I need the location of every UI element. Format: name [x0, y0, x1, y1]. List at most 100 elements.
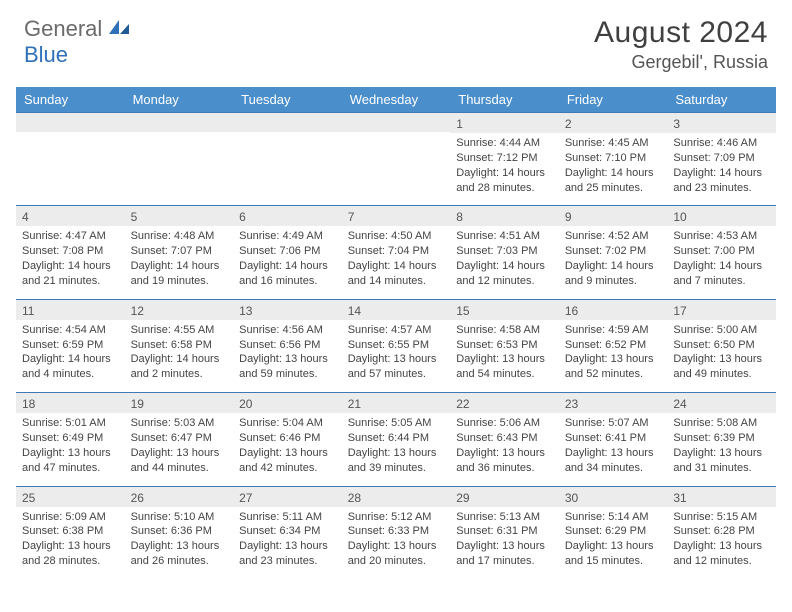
day-details: Sunrise: 4:44 AMSunset: 7:12 PMDaylight:…	[450, 133, 559, 205]
day-number: 14	[342, 299, 451, 320]
day-cell-num: 14	[342, 299, 451, 320]
day-cell-num: 22	[450, 392, 559, 413]
day-number: 25	[16, 486, 125, 507]
day-cell-body: Sunrise: 5:09 AMSunset: 6:38 PMDaylight:…	[16, 507, 125, 579]
day-cell-body: Sunrise: 5:06 AMSunset: 6:43 PMDaylight:…	[450, 413, 559, 485]
day-cell-num: 6	[233, 205, 342, 226]
day-number	[16, 112, 125, 132]
day-cell-num: 3	[667, 112, 776, 133]
day-details: Sunrise: 4:54 AMSunset: 6:59 PMDaylight:…	[16, 320, 125, 392]
day-number	[125, 112, 234, 132]
day-cell-body: Sunrise: 4:57 AMSunset: 6:55 PMDaylight:…	[342, 320, 451, 392]
day-cell-num	[125, 112, 234, 133]
dow-wed: Wednesday	[342, 87, 451, 112]
day-number: 27	[233, 486, 342, 507]
day-details: Sunrise: 5:07 AMSunset: 6:41 PMDaylight:…	[559, 413, 668, 485]
day-details: Sunrise: 5:08 AMSunset: 6:39 PMDaylight:…	[667, 413, 776, 485]
day-number: 23	[559, 392, 668, 413]
dow-sat: Saturday	[667, 87, 776, 112]
dow-sun: Sunday	[16, 87, 125, 112]
dow-row: Sunday Monday Tuesday Wednesday Thursday…	[16, 87, 776, 112]
page-header: General Blue August 2024 Gergebil', Russ…	[0, 0, 792, 81]
day-cell-body: Sunrise: 5:04 AMSunset: 6:46 PMDaylight:…	[233, 413, 342, 485]
day-cell-num: 18	[16, 392, 125, 413]
day-details: Sunrise: 4:53 AMSunset: 7:00 PMDaylight:…	[667, 226, 776, 298]
month-title: August 2024	[594, 16, 768, 50]
day-details: Sunrise: 5:10 AMSunset: 6:36 PMDaylight:…	[125, 507, 234, 579]
day-cell-body: Sunrise: 4:45 AMSunset: 7:10 PMDaylight:…	[559, 133, 668, 205]
day-cell-num: 20	[233, 392, 342, 413]
day-cell-num: 25	[16, 486, 125, 507]
day-cell-num	[16, 112, 125, 133]
day-details: Sunrise: 4:59 AMSunset: 6:52 PMDaylight:…	[559, 320, 668, 392]
day-details: Sunrise: 5:12 AMSunset: 6:33 PMDaylight:…	[342, 507, 451, 579]
day-number: 4	[16, 205, 125, 226]
day-details: Sunrise: 4:47 AMSunset: 7:08 PMDaylight:…	[16, 226, 125, 298]
week-numrow: 123	[16, 112, 776, 133]
day-number: 13	[233, 299, 342, 320]
day-cell-num: 11	[16, 299, 125, 320]
day-cell-body: Sunrise: 5:11 AMSunset: 6:34 PMDaylight:…	[233, 507, 342, 579]
day-cell-num: 9	[559, 205, 668, 226]
day-cell-body: Sunrise: 5:03 AMSunset: 6:47 PMDaylight:…	[125, 413, 234, 485]
brand-word2: Blue	[24, 42, 68, 67]
day-number: 28	[342, 486, 451, 507]
day-cell-num: 13	[233, 299, 342, 320]
day-cell-num	[233, 112, 342, 133]
location-text: Gergebil', Russia	[594, 52, 768, 73]
day-details: Sunrise: 5:00 AMSunset: 6:50 PMDaylight:…	[667, 320, 776, 392]
day-number: 22	[450, 392, 559, 413]
day-number: 26	[125, 486, 234, 507]
week-bodyrow: Sunrise: 5:09 AMSunset: 6:38 PMDaylight:…	[16, 507, 776, 579]
day-details	[233, 133, 342, 191]
day-cell-body: Sunrise: 4:44 AMSunset: 7:12 PMDaylight:…	[450, 133, 559, 205]
day-details: Sunrise: 4:48 AMSunset: 7:07 PMDaylight:…	[125, 226, 234, 298]
day-details: Sunrise: 5:13 AMSunset: 6:31 PMDaylight:…	[450, 507, 559, 579]
day-number: 10	[667, 205, 776, 226]
day-details: Sunrise: 4:49 AMSunset: 7:06 PMDaylight:…	[233, 226, 342, 298]
day-cell-body: Sunrise: 5:07 AMSunset: 6:41 PMDaylight:…	[559, 413, 668, 485]
day-details: Sunrise: 4:46 AMSunset: 7:09 PMDaylight:…	[667, 133, 776, 205]
day-cell-body	[125, 133, 234, 205]
day-number: 18	[16, 392, 125, 413]
day-details: Sunrise: 4:58 AMSunset: 6:53 PMDaylight:…	[450, 320, 559, 392]
day-cell-body: Sunrise: 4:53 AMSunset: 7:00 PMDaylight:…	[667, 226, 776, 298]
day-cell-body: Sunrise: 5:00 AMSunset: 6:50 PMDaylight:…	[667, 320, 776, 392]
day-details: Sunrise: 5:06 AMSunset: 6:43 PMDaylight:…	[450, 413, 559, 485]
day-cell-num: 31	[667, 486, 776, 507]
day-number: 5	[125, 205, 234, 226]
day-cell-num: 4	[16, 205, 125, 226]
day-cell-num: 1	[450, 112, 559, 133]
day-number: 31	[667, 486, 776, 507]
week-bodyrow: Sunrise: 5:01 AMSunset: 6:49 PMDaylight:…	[16, 413, 776, 485]
day-details	[16, 133, 125, 191]
dow-tue: Tuesday	[233, 87, 342, 112]
day-number: 19	[125, 392, 234, 413]
day-cell-num: 23	[559, 392, 668, 413]
day-cell-num: 10	[667, 205, 776, 226]
day-number: 11	[16, 299, 125, 320]
day-cell-num: 7	[342, 205, 451, 226]
day-cell-body: Sunrise: 4:59 AMSunset: 6:52 PMDaylight:…	[559, 320, 668, 392]
day-cell-body: Sunrise: 5:08 AMSunset: 6:39 PMDaylight:…	[667, 413, 776, 485]
brand-logo: General Blue	[24, 16, 131, 68]
day-cell-body: Sunrise: 5:14 AMSunset: 6:29 PMDaylight:…	[559, 507, 668, 579]
sail-icon	[109, 18, 131, 41]
week-bodyrow: Sunrise: 4:54 AMSunset: 6:59 PMDaylight:…	[16, 320, 776, 392]
day-number: 15	[450, 299, 559, 320]
day-details: Sunrise: 5:03 AMSunset: 6:47 PMDaylight:…	[125, 413, 234, 485]
day-number: 16	[559, 299, 668, 320]
day-number: 2	[559, 112, 668, 133]
week-numrow: 18192021222324	[16, 392, 776, 413]
calendar-body: 123Sunrise: 4:44 AMSunset: 7:12 PMDaylig…	[16, 112, 776, 579]
day-number: 9	[559, 205, 668, 226]
day-number: 7	[342, 205, 451, 226]
dow-mon: Monday	[125, 87, 234, 112]
day-cell-num	[342, 112, 451, 133]
day-number: 17	[667, 299, 776, 320]
day-cell-body: Sunrise: 4:55 AMSunset: 6:58 PMDaylight:…	[125, 320, 234, 392]
week-numrow: 25262728293031	[16, 486, 776, 507]
day-cell-num: 21	[342, 392, 451, 413]
day-cell-body: Sunrise: 5:12 AMSunset: 6:33 PMDaylight:…	[342, 507, 451, 579]
day-cell-num: 29	[450, 486, 559, 507]
